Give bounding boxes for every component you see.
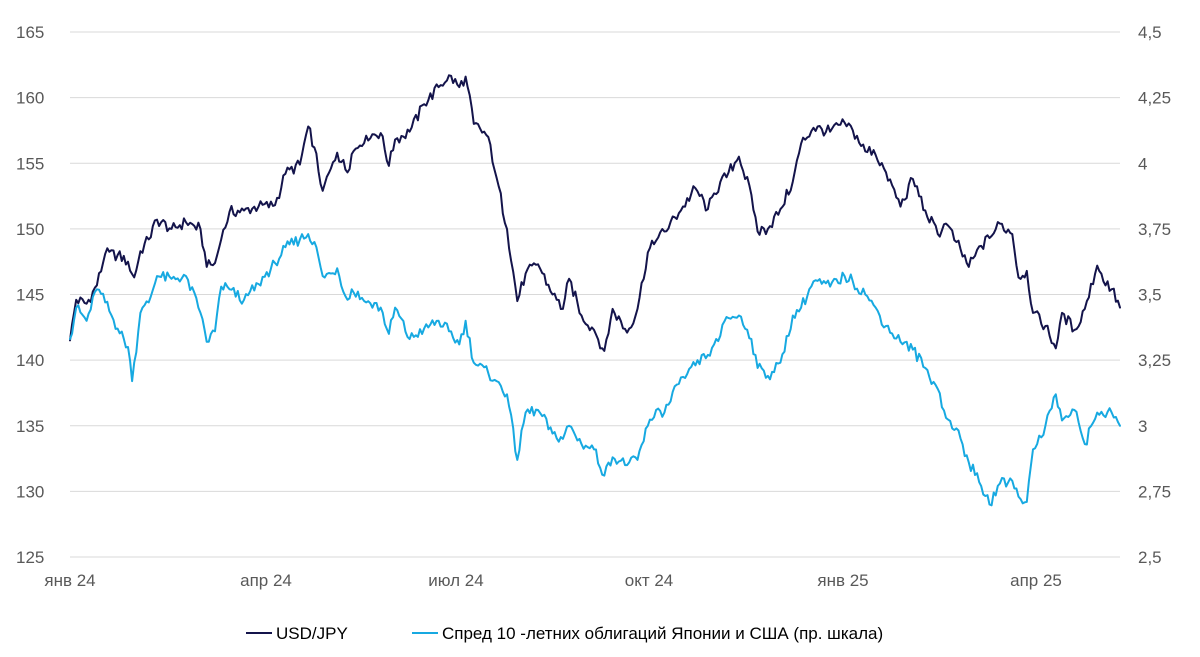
right-tick-label: 3,25 xyxy=(1138,351,1171,370)
right-tick-label: 3 xyxy=(1138,417,1147,436)
chart: 125 130 135 140 145 150 155 160 165 2,5 2,75 3 3,25… xyxy=(0,0,1200,657)
right-tick-label: 2,5 xyxy=(1138,548,1162,567)
left-tick-label: 155 xyxy=(16,154,44,173)
left-tick-label: 140 xyxy=(16,351,44,370)
legend-label-usdjpy: USD/JPY xyxy=(276,624,348,643)
right-tick-label: 3,75 xyxy=(1138,220,1171,239)
x-axis-ticks: янв 24 апр 24 июл 24 окт 24 янв 25 апр 25 xyxy=(44,571,1062,590)
x-tick-label: окт 24 xyxy=(625,571,674,590)
left-tick-label: 165 xyxy=(16,23,44,42)
legend-label-spread: Спред 10 -летних облигаций Японии и США … xyxy=(442,624,883,643)
series-lines xyxy=(70,75,1120,505)
x-tick-label: апр 25 xyxy=(1010,571,1062,590)
gridlines xyxy=(70,32,1120,557)
series-line-spread xyxy=(70,234,1120,505)
x-tick-label: апр 24 xyxy=(240,571,292,590)
left-tick-label: 130 xyxy=(16,482,44,501)
left-tick-label: 135 xyxy=(16,417,44,436)
left-tick-label: 150 xyxy=(16,220,44,239)
left-axis-ticks: 125 130 135 140 145 150 155 160 165 xyxy=(16,23,44,567)
right-tick-label: 4,5 xyxy=(1138,23,1162,42)
left-tick-label: 160 xyxy=(16,89,44,108)
legend: USD/JPY Спред 10 -летних облигаций Япони… xyxy=(246,624,883,643)
right-tick-label: 4,25 xyxy=(1138,89,1171,108)
right-tick-label: 3,5 xyxy=(1138,286,1162,305)
series-line-usdjpy xyxy=(70,75,1120,351)
right-tick-label: 4 xyxy=(1138,154,1147,173)
right-tick-label: 2,75 xyxy=(1138,482,1171,501)
x-tick-label: июл 24 xyxy=(428,571,483,590)
x-tick-label: янв 24 xyxy=(44,571,95,590)
x-tick-label: янв 25 xyxy=(817,571,868,590)
left-tick-label: 125 xyxy=(16,548,44,567)
right-axis-ticks: 2,5 2,75 3 3,25 3,5 3,75 4 4,25 4,5 xyxy=(1138,23,1171,567)
left-tick-label: 145 xyxy=(16,286,44,305)
